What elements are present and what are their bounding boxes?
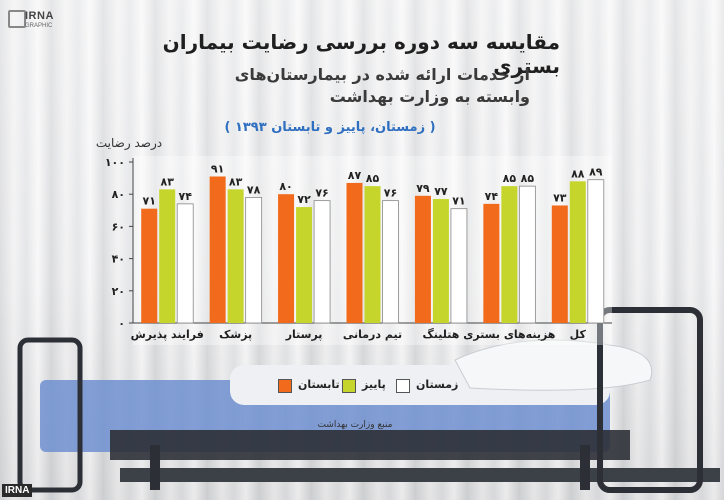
bar xyxy=(501,186,518,323)
period-label: ( زمستان، پاییز و تابستان ۱۳۹۳ ) xyxy=(224,120,436,135)
bar xyxy=(518,185,536,324)
logo-text: IRNA xyxy=(25,10,54,22)
x-tick-label: پزشک xyxy=(219,328,252,341)
bar-value-label: ۸۳ xyxy=(160,175,174,188)
source-label: منبع وزارت بهداشت xyxy=(317,420,393,430)
bar xyxy=(587,179,605,324)
bar xyxy=(245,197,263,324)
bar xyxy=(141,208,158,323)
bar-value-label: ۸۵ xyxy=(503,172,517,185)
bar xyxy=(176,203,194,324)
footer-logo: IRNA xyxy=(2,484,33,497)
bar-value-label: ۷۱ xyxy=(142,195,155,208)
y-tick-label: ۱۰۰ xyxy=(105,156,125,169)
bar-value-label: ۸۳ xyxy=(229,175,243,188)
bar-value-label: ۷۶ xyxy=(384,187,397,200)
x-tick-label: کل xyxy=(570,328,587,341)
bar-value-label: ۸۷ xyxy=(348,169,362,182)
bar-value-label: ۷۶ xyxy=(315,187,328,200)
y-tick-label: ۶۰ xyxy=(112,220,125,233)
bar-value-label: ۸۹ xyxy=(589,166,603,179)
bar-value-label: ۷۸ xyxy=(247,183,261,196)
bar xyxy=(278,194,295,323)
bar xyxy=(364,186,381,323)
y-tick-label: ۸۰ xyxy=(112,188,125,201)
y-tick-label: ۰ xyxy=(118,317,125,330)
x-tick-label: هتلینگ xyxy=(422,327,459,341)
logo-mark-icon xyxy=(8,10,26,28)
bar-value-label: ۷۹ xyxy=(416,182,430,195)
legend-swatch xyxy=(396,379,410,393)
bar xyxy=(432,199,449,323)
bar xyxy=(209,176,226,323)
bar-value-label: ۸۸ xyxy=(571,167,585,180)
bar-value-label: ۷۱ xyxy=(452,195,465,208)
logo-subtext: GRAPHIC xyxy=(25,23,53,29)
bar xyxy=(346,182,363,323)
legend-swatch xyxy=(278,379,292,393)
bar xyxy=(483,203,500,323)
bar xyxy=(414,195,431,323)
bar-value-label: ۸۵ xyxy=(366,172,380,185)
bar xyxy=(227,189,244,323)
x-tick-label: تیم درمانی xyxy=(343,328,402,341)
bar-value-label: ۷۳ xyxy=(553,191,567,204)
x-tick-label: پرستار xyxy=(285,328,323,341)
bar xyxy=(450,208,468,324)
legend-swatch xyxy=(342,379,356,393)
subtitle-line-2: وابسته به وزارت بهداشت xyxy=(329,87,530,106)
bar-value-label: ۸۰ xyxy=(279,180,292,193)
x-tick-label: هزینه‌های بستری xyxy=(463,328,555,341)
bar xyxy=(382,200,399,324)
bar-value-label: ۷۴ xyxy=(178,190,192,203)
subtitle-line-1: از خدمات ارائه شده در بیمارستان‌های xyxy=(234,65,530,84)
chart-subtitle: از خدمات ارائه شده در بیمارستان‌های وابس… xyxy=(180,64,530,108)
x-tick-label: فرایند پذیرش xyxy=(131,328,204,341)
y-tick-label: ۲۰ xyxy=(112,285,125,298)
legend-label: تابستان xyxy=(298,378,340,391)
bar-value-label: ۹۱ xyxy=(211,162,224,175)
bar xyxy=(296,207,313,323)
y-tick-label: ۴۰ xyxy=(112,253,125,266)
bar xyxy=(159,189,176,323)
legend-label: پاییز xyxy=(362,378,386,391)
bar-value-label: ۷۲ xyxy=(297,193,311,206)
bar-value-label: ۷۴ xyxy=(485,190,499,203)
bar xyxy=(569,181,586,323)
chart-title: مقایسه سه دوره بررسی رضایت بیماران بستری xyxy=(162,30,560,78)
bar xyxy=(551,205,568,323)
legend-label: زمستان xyxy=(416,378,459,391)
irna-logo: IRNA GRAPHIC xyxy=(8,8,53,38)
bar-value-label: ۷۷ xyxy=(434,185,448,198)
bar xyxy=(313,200,331,324)
y-axis-label: درصد رضایت xyxy=(95,136,163,150)
bar-value-label: ۸۵ xyxy=(521,172,535,185)
